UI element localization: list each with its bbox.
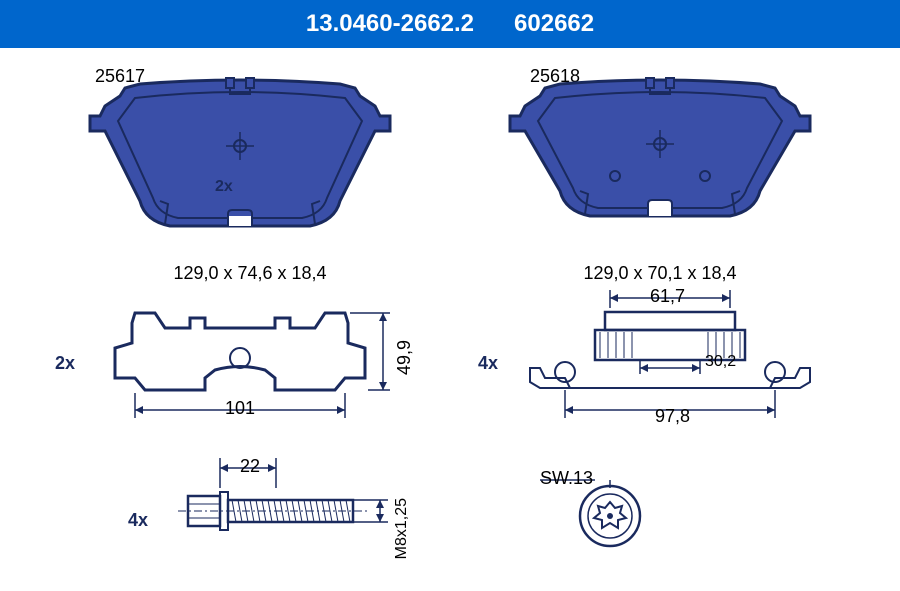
clip-right-drawing [510, 290, 870, 460]
clip-left-drawing [90, 298, 430, 458]
diagram-area: 25617 25618 2x [0, 48, 900, 591]
clip-left-width: 101 [225, 398, 255, 419]
right-pad-dims: 129,0 x 70,1 x 18,4 [500, 263, 820, 284]
clip-right-qty: 4x [478, 353, 498, 374]
bolt-thread: M8x1,25 [393, 498, 411, 559]
bolt-length: 22 [240, 456, 260, 477]
socket-size: SW.13 [540, 468, 593, 489]
clip-right-dim1: 61,7 [650, 286, 685, 307]
alt-code: 602662 [514, 10, 594, 38]
clip-left-height: 49,9 [394, 340, 415, 375]
bolt-qty: 4x [128, 510, 148, 531]
left-pad-qty: 2x [215, 178, 233, 196]
part-number: 13.0460-2662.2 [306, 10, 474, 38]
left-brake-pad-drawing [80, 76, 400, 256]
left-pad-dims: 129,0 x 74,6 x 18,4 [90, 263, 410, 284]
right-brake-pad-drawing [500, 76, 820, 256]
clip-left-qty: 2x [55, 353, 75, 374]
clip-right-dim2: 30,2 [705, 353, 736, 371]
title-bar: 13.0460-2662.2 602662 [0, 0, 900, 48]
clip-right-width: 97,8 [655, 406, 690, 427]
